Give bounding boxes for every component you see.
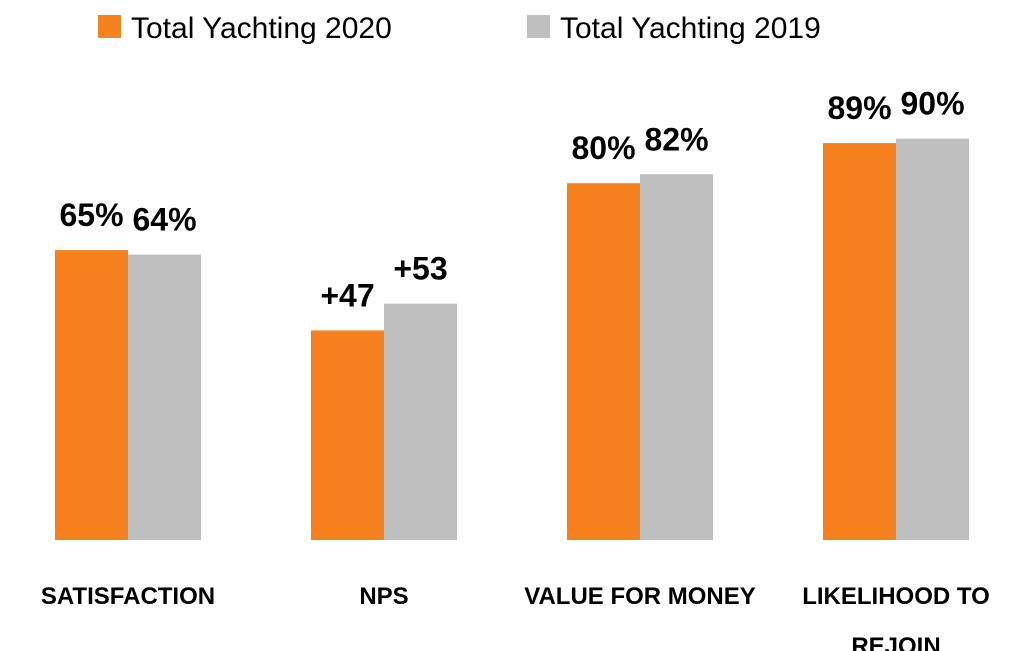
bar [384, 303, 457, 540]
bar [311, 330, 384, 540]
legend-label: Total Yachting 2020 [131, 12, 392, 45]
x-tick-label: VALUE FOR MONEY [524, 583, 756, 610]
value-label: 82% [644, 121, 708, 157]
x-tick-label: NPS [359, 583, 409, 610]
bar [567, 183, 640, 540]
bar [55, 250, 128, 540]
bar [823, 143, 896, 540]
value-label: 80% [571, 130, 635, 166]
legend-label: Total Yachting 2019 [560, 12, 821, 45]
x-tick-label: LIKELIHOOD TO REJOIN [802, 583, 990, 651]
legend-swatch [98, 15, 121, 38]
value-label: +47 [320, 277, 374, 313]
value-label: 65% [59, 197, 123, 233]
legend-swatch [527, 15, 550, 38]
value-label: +53 [393, 251, 447, 287]
value-label: 64% [132, 202, 196, 238]
value-label: 90% [900, 86, 964, 122]
value-label: 89% [827, 90, 891, 126]
bar [128, 254, 201, 540]
x-tick-label: SATISFACTION [40, 583, 216, 610]
bar [896, 138, 969, 540]
bar [640, 174, 713, 540]
